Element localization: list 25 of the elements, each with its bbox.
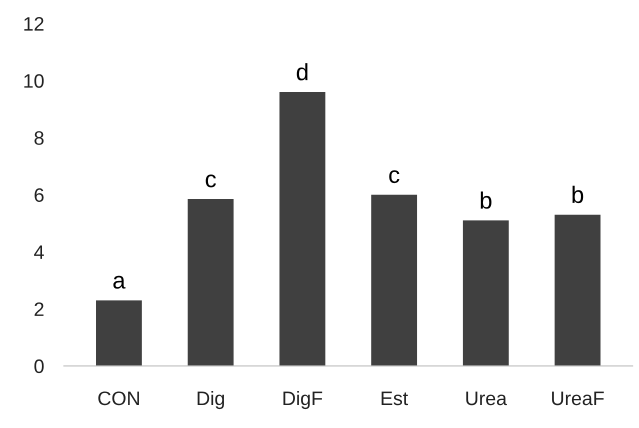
- x-tick-label: Urea: [466, 392, 507, 406]
- y-tick-label: 10: [24, 74, 44, 88]
- y-tick-label: 0: [34, 359, 44, 374]
- bar: [462, 220, 509, 366]
- bar: [371, 194, 418, 366]
- annotation: d: [296, 63, 308, 80]
- annotation: c: [389, 170, 400, 184]
- x-tick-label: DigF: [283, 390, 322, 410]
- x-tick-label: Est: [382, 392, 408, 406]
- y-tick-label: 6: [34, 188, 44, 202]
- annotation: c: [206, 174, 216, 188]
- y-tick-label: 12: [24, 17, 44, 31]
- x-tick-label: CON: [98, 391, 139, 406]
- x-tick-label: UreaF: [552, 392, 604, 406]
- bar: [554, 214, 601, 366]
- bar: [96, 300, 142, 366]
- annotation: a: [113, 276, 126, 289]
- y-tick-label: 2: [34, 302, 44, 316]
- x-tick-label: Dig: [198, 390, 224, 410]
- annotation: b: [572, 186, 584, 204]
- annotation: b: [480, 191, 492, 209]
- y-tick-label: 8: [34, 131, 44, 145]
- y-tick-label: 4: [34, 245, 44, 259]
- bar: [188, 199, 234, 366]
- bar: [279, 92, 326, 366]
